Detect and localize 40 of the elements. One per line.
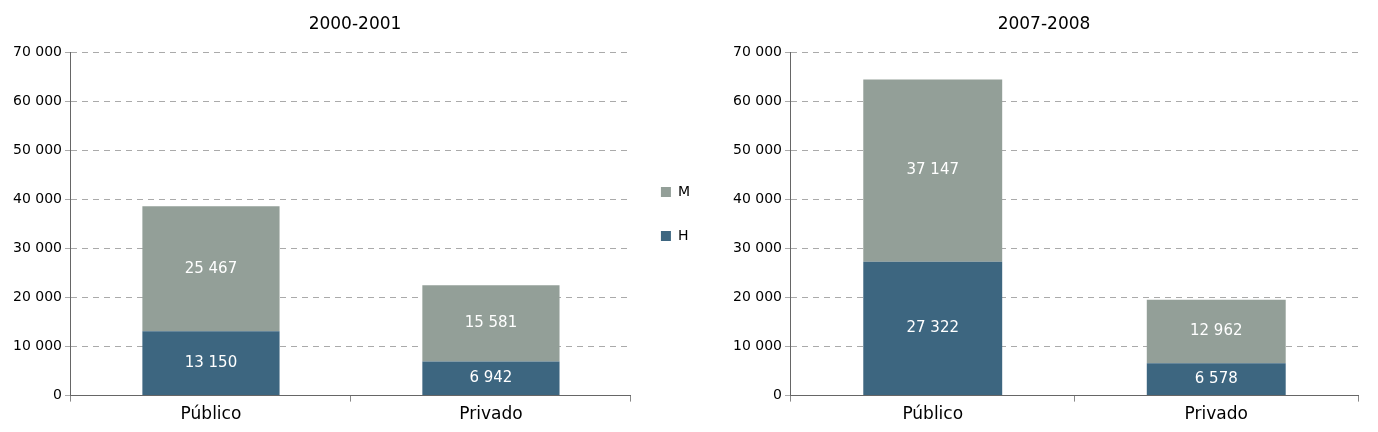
- y-tick-label: 10 000: [732, 337, 782, 354]
- bar: [1146, 299, 1286, 364]
- y-tick-label: 60 000: [12, 92, 62, 109]
- x-tick-label: Privado: [1184, 403, 1248, 424]
- data-label: 27 322: [906, 318, 959, 337]
- y-tick-label: 20 000: [732, 288, 782, 305]
- chart-title: 2007-2008: [997, 12, 1091, 33]
- y-tick-label: 20 000: [12, 288, 62, 305]
- bar: [142, 206, 280, 332]
- y-tick-label: 30 000: [732, 239, 782, 256]
- legend-label: M: [677, 182, 691, 199]
- data-label: 6 578: [1194, 369, 1238, 388]
- y-tick-label: 40 000: [732, 190, 782, 207]
- bar: [863, 261, 1003, 396]
- bar: [422, 285, 560, 362]
- x-tick-label: Privado: [459, 403, 523, 424]
- y-tick-label: 50 000: [732, 141, 782, 158]
- y-tick-label: 70 000: [732, 43, 782, 60]
- bar: [422, 361, 560, 396]
- data-label: 25 467: [184, 258, 238, 277]
- x-tick-label: Público: [902, 403, 964, 424]
- data-label: 12 962: [1190, 321, 1243, 340]
- y-tick-label: 0: [773, 386, 782, 403]
- bar: [863, 79, 1003, 262]
- y-tick-label: 60 000: [732, 92, 782, 109]
- y-tick-label: 70 000: [12, 43, 62, 60]
- bar: [142, 331, 280, 396]
- chart-title: 2000-2001: [308, 12, 402, 33]
- y-tick-label: 0: [53, 386, 62, 403]
- y-tick-label: 10 000: [12, 337, 62, 354]
- y-tick-label: 50 000: [12, 141, 62, 158]
- y-tick-label: 30 000: [12, 239, 62, 256]
- bar: [1146, 363, 1286, 396]
- data-label: 37 147: [906, 160, 959, 179]
- x-tick-label: Público: [180, 403, 242, 424]
- data-label: 13 150: [184, 353, 238, 371]
- data-label: 15 581: [464, 313, 518, 332]
- legend-label: H: [677, 226, 689, 243]
- data-label: 6 942: [469, 368, 513, 387]
- y-tick-label: 40 000: [12, 190, 62, 207]
